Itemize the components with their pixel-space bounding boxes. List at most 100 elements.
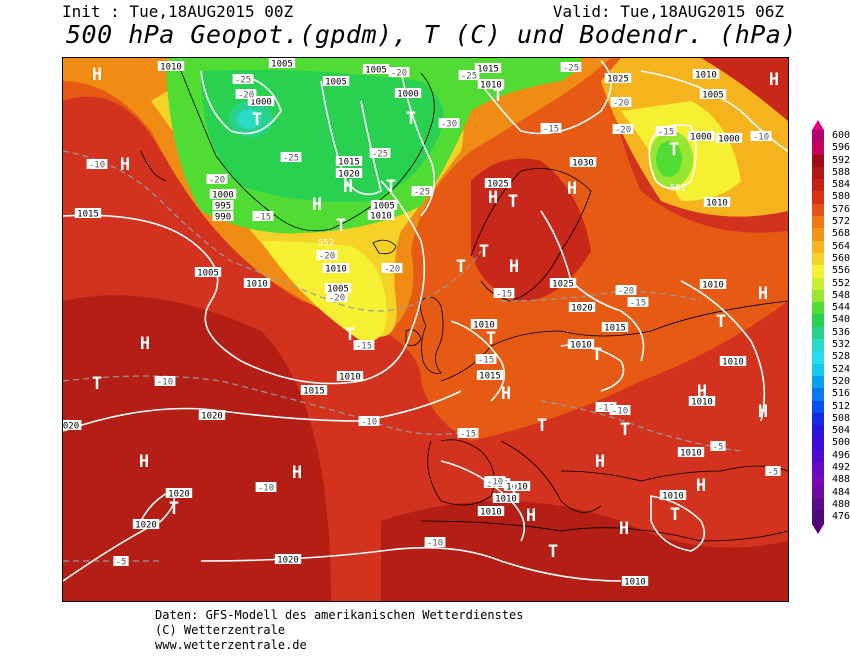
temperature-label: -5 <box>113 556 129 568</box>
pressure-center: T <box>669 140 679 160</box>
legend-label: 564 <box>832 240 850 252</box>
legend-item: 476 <box>808 511 850 524</box>
pressure-label: 1010 <box>703 197 731 209</box>
pressure-center: T <box>479 242 489 262</box>
pressure-label-text: 1010 <box>473 321 495 331</box>
pressure-label: 1005 <box>322 76 350 88</box>
pressure-center: T <box>92 374 102 394</box>
legend-label: 576 <box>832 203 850 215</box>
pressure-center-text: T <box>548 542 558 562</box>
temperature-label-text: -10 <box>487 478 503 488</box>
legend-item: 584 <box>808 179 850 192</box>
temperature-label: -10 <box>255 482 277 494</box>
pressure-label: 1020 <box>198 410 226 422</box>
legend-item: 588 <box>808 166 850 180</box>
pressure-label-text: 1030 <box>572 159 594 169</box>
temperature-label: -20 <box>388 67 410 79</box>
pressure-label: 1020 <box>568 302 596 314</box>
pressure-label-text: 1000 <box>718 135 740 145</box>
legend-label: 524 <box>832 363 850 375</box>
temperature-label: -10 <box>154 376 176 388</box>
pressure-center: T <box>406 109 416 129</box>
pressure-label-text: 1010 <box>702 281 724 291</box>
legend-item: 520 <box>808 375 850 389</box>
temperature-label-text: -25 <box>372 150 388 160</box>
legend-label: 532 <box>832 339 850 351</box>
temperature-label-text: -10 <box>598 404 614 414</box>
pressure-label-text: 1010 <box>339 373 361 383</box>
pressure-center: T <box>592 345 602 365</box>
pressure-center: T <box>670 505 680 525</box>
temperature-label-text: -10 <box>753 133 769 143</box>
legend-swatch <box>812 375 824 389</box>
pressure-center: H <box>139 452 149 472</box>
temperature-label-text: -15 <box>356 342 372 352</box>
legend-label: 520 <box>832 375 850 387</box>
pressure-center-text: H <box>120 155 130 175</box>
pressure-label-text: 1010 <box>160 63 182 73</box>
pressure-center: T <box>345 325 355 345</box>
pressure-label: 1015 <box>601 322 629 334</box>
pressure-center: T <box>386 177 396 197</box>
pressure-center-text: T <box>345 325 355 345</box>
pressure-center-text: H <box>619 519 629 539</box>
legend-item: 480 <box>808 498 850 512</box>
pressure-label: 1010 <box>692 69 720 81</box>
pressure-center: T <box>548 542 558 562</box>
pressure-label: 1020 <box>335 168 363 180</box>
pressure-label-text: 1010 <box>506 483 528 493</box>
pressure-label: 1010 <box>659 490 687 502</box>
geopotential-labels: 552 552 <box>318 184 686 249</box>
legend-item: 536 <box>808 326 850 340</box>
temperature-label: -20 <box>610 97 632 109</box>
temperature-label-text: -20 <box>238 91 254 101</box>
pressure-label: 990 <box>212 211 234 223</box>
pressure-center: H <box>769 70 779 90</box>
legend-item: 596 <box>808 142 850 155</box>
legend-item: 580 <box>808 191 850 204</box>
pressure-label: 1010 <box>477 79 505 91</box>
legend-label: 592 <box>832 154 850 166</box>
pressure-center-text: T <box>670 505 680 525</box>
legend-item: 528 <box>808 351 850 364</box>
legend-item: 532 <box>808 339 850 352</box>
legend-item: 524 <box>808 363 850 376</box>
pressure-label-text: 1010 <box>706 199 728 209</box>
temperature-label-text: -20 <box>384 265 400 275</box>
canada-coast <box>140 150 167 182</box>
legend-swatch <box>812 339 824 352</box>
temperature-label-text: -15 <box>460 430 476 440</box>
footer-url: www.wetterzentrale.de <box>155 638 307 652</box>
map-title: 500 hPa Geopot.(gpdm), T (C) und Bodendr… <box>66 20 797 49</box>
temperature-label: -10 <box>609 405 631 417</box>
legend-label: 480 <box>832 498 850 510</box>
legend-swatch <box>812 425 824 438</box>
pressure-label-text: 1015 <box>338 158 360 168</box>
pressure-center: T <box>456 257 466 277</box>
pressure-center: H <box>509 257 519 277</box>
legend-label: 508 <box>832 412 850 424</box>
pressure-center: T <box>486 329 496 349</box>
pressure-label-text: 1020 <box>135 521 157 531</box>
pressure-label: 1020 <box>132 519 160 531</box>
geopotential-label-text: 552 <box>318 239 334 249</box>
temperature-label-text: -15 <box>496 290 512 300</box>
pressure-label-text: 1000 <box>397 90 419 100</box>
temperature-label-text: -5 <box>713 443 724 453</box>
pressure-label: 1020 <box>274 554 302 566</box>
temperature-label-text: -20 <box>329 294 345 304</box>
pressure-label-text: 1005 <box>197 269 219 279</box>
pressure-center: H <box>526 506 536 526</box>
pressure-center: H <box>488 188 498 208</box>
isobars <box>63 60 788 582</box>
temperature-label-text: -15 <box>543 125 559 135</box>
legend-label: 516 <box>832 388 850 400</box>
temperature-label: -10 <box>86 159 108 171</box>
temperature-label-text: -20 <box>618 287 634 297</box>
pressure-label-text: 1015 <box>479 372 501 382</box>
legend-label: 556 <box>832 265 850 277</box>
legend-label: 536 <box>832 326 850 338</box>
temperature-label-text: -25 <box>414 188 430 198</box>
temperature-label-text: -10 <box>612 407 628 417</box>
temperature-label-text: -15 <box>658 128 674 138</box>
